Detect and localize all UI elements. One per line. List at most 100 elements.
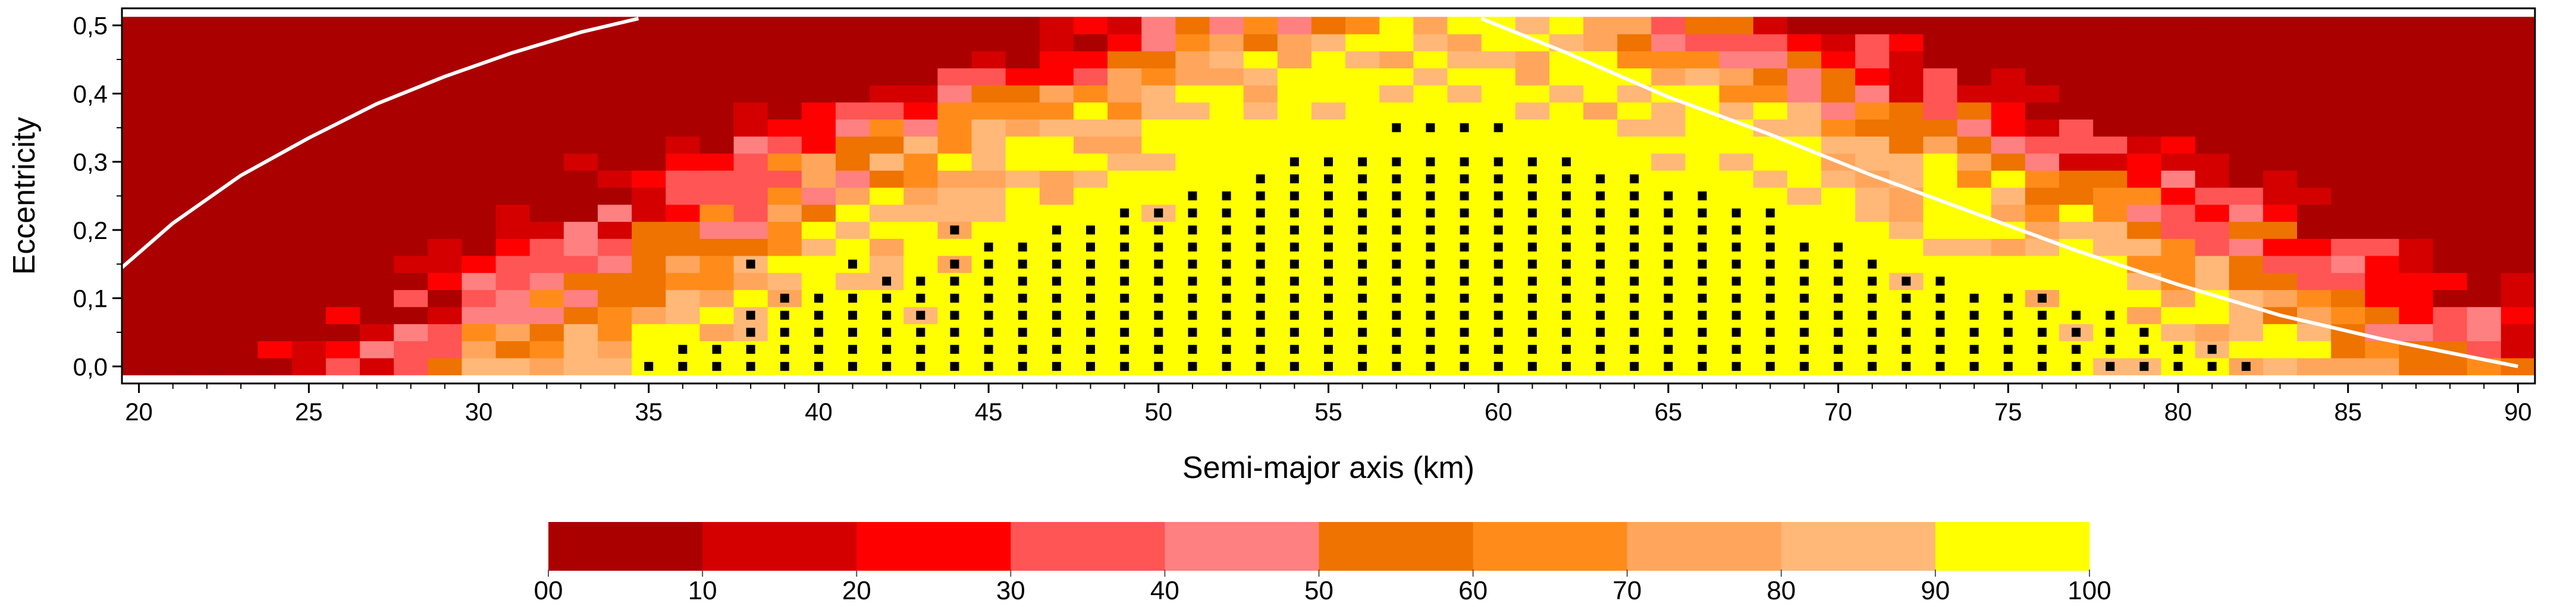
heatmap-cell <box>2127 221 2162 239</box>
heatmap-cell <box>2229 255 2264 273</box>
heatmap-cell <box>122 187 156 205</box>
heatmap-cell <box>801 187 836 205</box>
heatmap-cell <box>632 187 666 205</box>
heatmap-cell <box>495 85 531 103</box>
heatmap-cell <box>2229 238 2264 256</box>
stable-marker <box>1969 345 1979 354</box>
heatmap-cell <box>394 306 428 325</box>
x-tick-label: 85 <box>2334 398 2362 426</box>
heatmap-cell <box>1141 85 1176 103</box>
stable-marker <box>1120 243 1129 252</box>
stable-marker <box>2003 345 2013 354</box>
heatmap-cell <box>190 323 225 341</box>
heatmap-cell <box>2263 341 2298 358</box>
heatmap-cell <box>1787 153 1822 171</box>
heatmap-cell <box>1991 119 2026 137</box>
heatmap-cell <box>1719 187 1754 205</box>
heatmap-cell <box>156 272 190 290</box>
stable-marker <box>916 361 925 371</box>
heatmap-cell <box>903 102 938 120</box>
heatmap-cell <box>2365 51 2400 68</box>
heatmap-cell <box>1277 17 1312 34</box>
stable-marker <box>1969 294 1979 303</box>
heatmap-cell <box>291 204 327 222</box>
heatmap-cell <box>1821 170 1856 188</box>
stable-marker <box>1834 345 1843 354</box>
stable-marker <box>1052 310 1061 320</box>
heatmap-cell <box>1413 34 1448 52</box>
heatmap-cell <box>2500 68 2536 86</box>
heatmap-cell <box>1583 85 1618 103</box>
heatmap-cell <box>2365 255 2400 273</box>
heatmap-cell <box>291 187 327 205</box>
heatmap-cell <box>903 51 938 68</box>
heatmap-cell <box>394 238 428 256</box>
heatmap-cell <box>1277 68 1312 86</box>
stable-marker <box>916 276 925 286</box>
heatmap-cell <box>529 85 564 103</box>
heatmap-cell <box>156 290 190 307</box>
heatmap-cell <box>563 136 598 154</box>
heatmap-cell <box>1175 51 1210 68</box>
heatmap-cell <box>1821 221 1856 239</box>
heatmap-cell <box>2263 68 2298 86</box>
stable-marker <box>1426 328 1435 337</box>
heatmap-cell <box>2433 272 2468 290</box>
heatmap-cell <box>733 119 768 137</box>
stable-marker <box>678 345 688 354</box>
heatmap-cell <box>2331 290 2365 307</box>
heatmap-cell <box>2195 136 2230 154</box>
heatmap-cell <box>1957 85 1992 103</box>
heatmap-cell <box>224 187 259 205</box>
heatmap-cell <box>1753 102 1788 120</box>
heatmap-cell <box>156 187 190 205</box>
heatmap-cell <box>462 204 497 222</box>
heatmap-cell <box>2467 290 2502 307</box>
heatmap-cell <box>2127 102 2162 120</box>
heatmap-cell <box>1583 34 1618 52</box>
heatmap-cell <box>2500 170 2536 188</box>
heatmap-cell <box>2263 238 2298 256</box>
stable-marker <box>1493 243 1503 252</box>
heatmap-cell <box>2195 153 2230 171</box>
colorbar-swatch <box>856 522 1011 571</box>
heatmap-cell <box>801 170 836 188</box>
heatmap-cell <box>2093 102 2128 120</box>
heatmap-cell <box>2500 187 2536 205</box>
heatmap-cell <box>1209 136 1244 154</box>
stable-marker <box>1493 259 1503 269</box>
heatmap-cell <box>1923 17 1958 34</box>
stable-marker <box>1765 328 1775 337</box>
heatmap-cell <box>291 119 327 137</box>
heatmap-cell <box>359 221 394 239</box>
heatmap-cell <box>1515 119 1550 137</box>
stable-marker <box>950 294 959 303</box>
heatmap-cell <box>767 119 802 137</box>
stable-marker <box>1120 361 1129 371</box>
heatmap-cell <box>1855 51 1890 68</box>
heatmap-cell <box>801 17 836 34</box>
heatmap-cell <box>258 102 293 120</box>
heatmap-cell <box>1549 17 1584 34</box>
heatmap-cell <box>632 68 666 86</box>
heatmap-cell <box>1175 34 1210 52</box>
heatmap-cell <box>462 17 497 34</box>
heatmap-cell <box>903 34 938 52</box>
stable-marker <box>1868 328 1877 337</box>
heatmap-cell <box>1039 136 1074 154</box>
heatmap-cell <box>835 272 870 290</box>
heatmap-cell <box>1685 153 1720 171</box>
heatmap-cell <box>699 204 735 222</box>
stable-marker <box>1630 361 1639 371</box>
stable-marker <box>1561 174 1571 184</box>
heatmap-cell <box>903 85 938 103</box>
heatmap-cell <box>291 153 327 171</box>
heatmap-cell <box>122 68 156 86</box>
colorbar-swatch <box>1935 522 2090 571</box>
heatmap-cell <box>2161 221 2196 239</box>
heatmap-cell <box>325 187 360 205</box>
heatmap-cell <box>156 136 190 154</box>
heatmap-cell <box>2433 34 2468 52</box>
stable-marker <box>1561 310 1571 320</box>
stable-marker <box>1154 328 1163 337</box>
